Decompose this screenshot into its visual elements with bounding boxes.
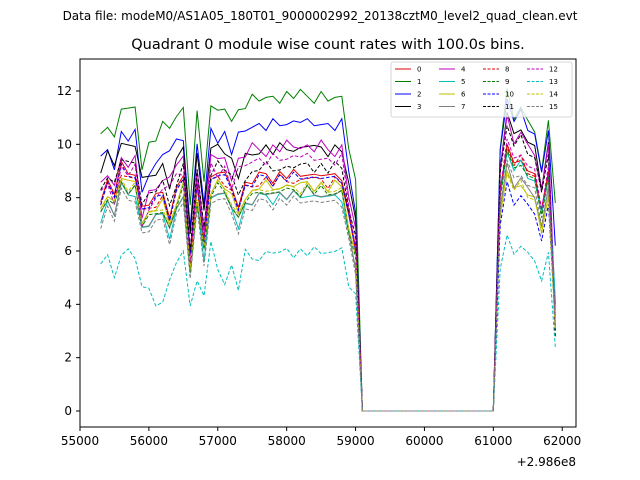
suptitle: Data file: modeM0/AS1A05_180T01_90000029… bbox=[63, 9, 578, 23]
series-line-11 bbox=[100, 125, 556, 412]
legend-label-7: 7 bbox=[461, 103, 465, 111]
y-tick-label: 10 bbox=[57, 137, 72, 151]
series-line-15 bbox=[100, 158, 556, 412]
y-tick-label: 0 bbox=[64, 404, 72, 418]
chart-title: Quadrant 0 module wise count rates with … bbox=[131, 37, 525, 53]
y-tick-label: 4 bbox=[64, 297, 72, 311]
legend-label-1: 1 bbox=[417, 78, 421, 86]
y-tick-label: 6 bbox=[64, 244, 72, 258]
legend-label-6: 6 bbox=[461, 91, 466, 99]
legend-label-13: 13 bbox=[549, 78, 558, 86]
legend-label-10: 10 bbox=[505, 91, 514, 99]
series-line-9 bbox=[100, 149, 556, 412]
legend-box bbox=[390, 61, 573, 118]
x-tick-label: 55000 bbox=[61, 434, 99, 448]
series-line-1 bbox=[100, 88, 556, 412]
series-line-14 bbox=[100, 171, 556, 412]
legend-label-8: 8 bbox=[505, 66, 509, 74]
x-tick-label: 62000 bbox=[543, 434, 581, 448]
y-tick-label: 2 bbox=[64, 351, 72, 365]
series-line-6 bbox=[100, 169, 556, 412]
x-tick-label: 57000 bbox=[199, 434, 237, 448]
legend-label-4: 4 bbox=[461, 66, 466, 74]
series-line-0 bbox=[100, 144, 556, 412]
x-tick-label: 61000 bbox=[474, 434, 512, 448]
legend-label-9: 9 bbox=[505, 78, 509, 86]
x-offset-label: +2.986e8 bbox=[517, 455, 576, 469]
x-tick-label: 60000 bbox=[405, 434, 443, 448]
legend-label-14: 14 bbox=[549, 91, 558, 99]
legend-label-11: 11 bbox=[505, 103, 514, 111]
legend-label-15: 15 bbox=[549, 103, 558, 111]
y-tick-label: 8 bbox=[64, 191, 72, 205]
series-line-4 bbox=[100, 114, 556, 412]
axes-frame bbox=[79, 58, 577, 428]
series-line-12 bbox=[100, 138, 556, 412]
legend-label-5: 5 bbox=[461, 78, 465, 86]
legend-label-3: 3 bbox=[417, 103, 421, 111]
x-tick-label: 59000 bbox=[336, 434, 374, 448]
series-line-7 bbox=[100, 162, 556, 412]
legend-label-0: 0 bbox=[417, 66, 421, 74]
x-tick-label: 58000 bbox=[268, 434, 306, 448]
y-tick-label: 12 bbox=[57, 84, 72, 98]
legend-label-12: 12 bbox=[549, 66, 558, 74]
x-tick-label: 56000 bbox=[130, 434, 168, 448]
legend-label-2: 2 bbox=[417, 91, 421, 99]
series-line-2 bbox=[100, 98, 556, 412]
series-line-3 bbox=[100, 112, 556, 412]
series-line-13 bbox=[100, 233, 556, 412]
plot-area: 55000 56000 57000 58000 59000 60000 61000 62000… bbox=[57, 58, 581, 448]
